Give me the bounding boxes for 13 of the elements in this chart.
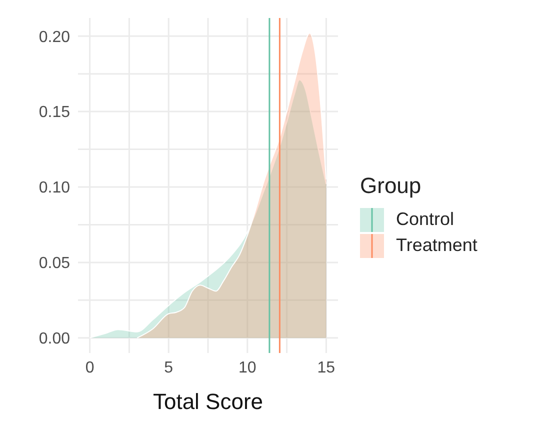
legend-label: Treatment: [396, 235, 478, 256]
y-tick-label: 0.10: [38, 180, 70, 197]
y-tick-label: 0.15: [38, 104, 70, 122]
y-tick-label: 0.05: [38, 255, 70, 272]
legend-label: Control: [396, 209, 454, 230]
x-axis-title: Total Score: [152, 389, 264, 414]
x-tick-label: 0: [85, 359, 94, 376]
y-tick-label: 0.00: [38, 330, 70, 348]
y-tick-label: 0.20: [38, 28, 70, 46]
legend-title: Group: [360, 172, 422, 198]
x-tick-label: 15: [317, 359, 336, 376]
x-tick-label: 5: [164, 359, 174, 376]
x-tick-label: 10: [238, 359, 256, 376]
